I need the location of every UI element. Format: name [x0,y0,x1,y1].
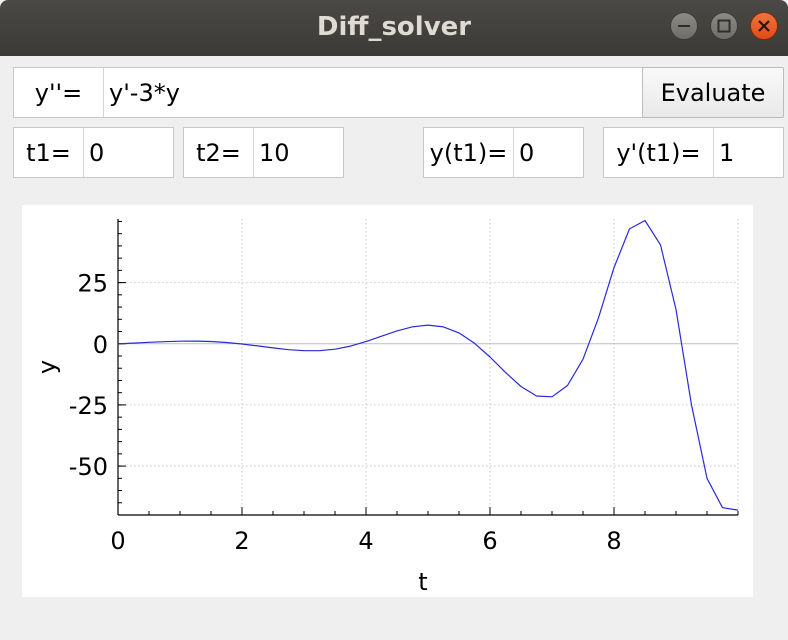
t2-field: t2= 10 [183,127,344,178]
dy-t1-input[interactable]: 1 [719,138,735,167]
maximize-button[interactable] [710,12,738,40]
window-title: Diff_solver [316,12,472,42]
y-t1-input[interactable]: 0 [519,138,535,167]
t1-label: t1= [14,128,84,177]
dy-t1-label: y'(t1)= [604,128,714,177]
t1-field: t1= 0 [13,127,174,178]
maximize-icon [717,19,731,33]
solution-chart: 0 2 4 6 8 25 0 -25 -50 t y [33,219,739,596]
equation-input[interactable]: y'-3*y [109,78,180,107]
t2-input[interactable]: 10 [259,138,290,167]
minimize-icon [678,25,690,27]
x-tick-label: 8 [606,527,621,555]
y-tick-label: 0 [93,331,108,359]
x-tick-label: 0 [110,527,125,555]
equation-field: y''= y'-3*y [13,67,643,118]
minimize-button[interactable] [670,12,698,40]
x-axis-label: t [418,568,427,596]
x-tick-label: 2 [234,527,249,555]
evaluate-button[interactable]: Evaluate [642,67,784,118]
close-icon [758,20,770,32]
equation-label: y''= [14,68,104,117]
solution-curve [117,219,739,511]
x-tick-label: 6 [482,527,497,555]
y-axis-label: y [33,360,61,374]
plot-area[interactable]: 0 2 4 6 8 25 0 -25 -50 t y [22,205,753,597]
title-bar: Diff_solver [0,0,788,56]
y-tick-label: 25 [77,270,108,298]
y-t1-field: y(t1)= 0 [423,127,584,178]
dy-t1-field: y'(t1)= 1 [603,127,784,178]
y-t1-label: y(t1)= [424,128,514,177]
close-button[interactable] [750,12,778,40]
y-tick-label: -50 [69,453,108,481]
t2-label: t2= [184,128,254,177]
y-tick-label: -25 [69,392,108,420]
t1-input[interactable]: 0 [89,138,105,167]
x-tick-label: 4 [358,527,373,555]
